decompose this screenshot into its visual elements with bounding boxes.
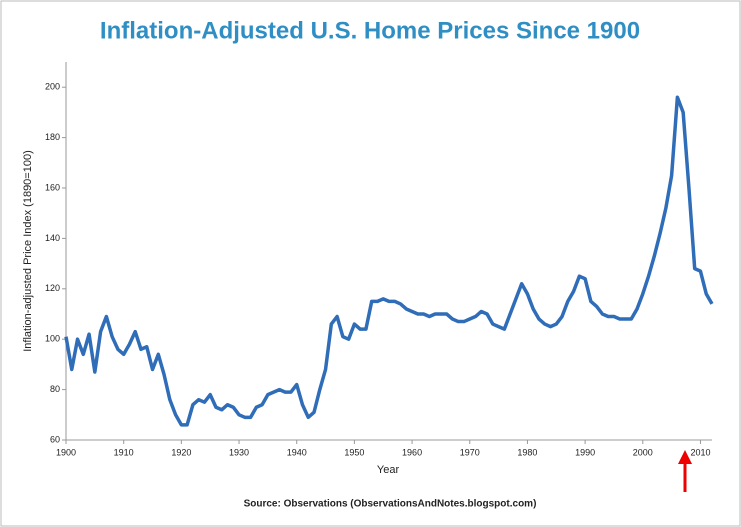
- x-tick-label: 1990: [575, 447, 595, 457]
- x-tick-label: 2000: [633, 447, 653, 457]
- red-arrow: [678, 450, 692, 492]
- x-tick-label: 1930: [229, 447, 249, 457]
- x-axis-title: Year: [377, 464, 400, 476]
- y-tick-label: 120: [45, 283, 60, 293]
- y-tick-label: 140: [45, 233, 60, 243]
- x-tick-label: 1950: [344, 447, 364, 457]
- data-line: [64, 95, 714, 427]
- y-tick-label: 160: [45, 182, 60, 192]
- y-axis-title: Inflation-adjusted Price Index (1890=100…: [22, 150, 34, 352]
- x-tick-label: 2010: [690, 447, 710, 457]
- x-tick-label: 1980: [517, 447, 537, 457]
- y-tick-label: 180: [45, 132, 60, 142]
- x-tick-label: 1910: [114, 447, 134, 457]
- y-tick-label: 200: [45, 82, 60, 92]
- x-tick-label: 1960: [402, 447, 422, 457]
- source-note: Source: Observations (ObservationsAndNot…: [244, 499, 537, 510]
- y-tick-label: 100: [45, 334, 60, 344]
- x-tick-label: 1900: [56, 447, 76, 457]
- x-tick-label: 1920: [171, 447, 191, 457]
- chart-title: Inflation-Adjusted U.S. Home Prices Sinc…: [100, 17, 640, 44]
- x-tick-label: 1970: [460, 447, 480, 457]
- y-tick-label: 80: [50, 384, 60, 394]
- x-tick-label: 1940: [287, 447, 307, 457]
- y-tick-label: 60: [50, 434, 60, 444]
